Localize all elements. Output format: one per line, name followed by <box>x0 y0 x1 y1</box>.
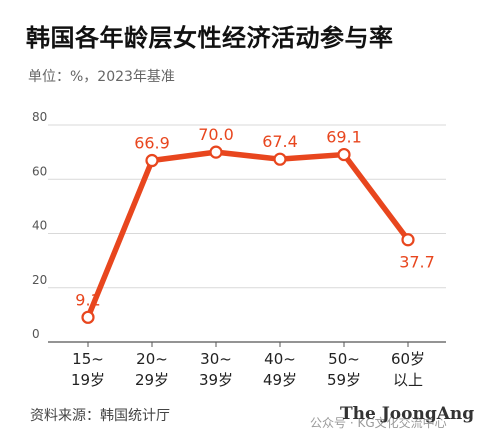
y-tick-label: 0 <box>32 327 40 341</box>
data-point <box>209 145 223 159</box>
data-label: 37.7 <box>399 253 435 272</box>
chart-title: 韩国各年龄层女性经济活动参与率 <box>26 24 394 52</box>
y-axis-ticks: 0 20 40 60 80 <box>32 110 47 341</box>
data-label: 70.0 <box>198 125 234 144</box>
data-label: 69.1 <box>326 128 362 147</box>
x-tick-label: 30~ <box>200 350 232 368</box>
x-tick-label: 20~ <box>136 350 168 368</box>
x-tick-label: 以上 <box>393 371 423 389</box>
data-label: 67.4 <box>262 132 298 151</box>
x-tick-label: 59岁 <box>327 371 361 389</box>
y-tick-label: 60 <box>32 164 47 178</box>
x-tick-label: 29岁 <box>135 371 169 389</box>
data-point <box>81 310 95 324</box>
x-tick-label: 49岁 <box>263 371 297 389</box>
data-point <box>145 153 159 168</box>
data-point <box>273 152 287 166</box>
source-note: 资料来源：韩国统计厅 <box>30 408 170 424</box>
chart-subtitle: 单位：%，2023年基准 <box>28 69 175 85</box>
x-tick-label: 39岁 <box>199 371 233 389</box>
series-line <box>85 149 411 321</box>
data-label: 9.1 <box>75 290 100 309</box>
data-label: 66.9 <box>134 134 170 153</box>
x-tick-label: 15~ <box>72 350 104 368</box>
y-tick-label: 20 <box>32 273 47 287</box>
data-points <box>81 145 415 324</box>
y-tick-label: 80 <box>32 110 47 124</box>
data-point <box>337 147 351 162</box>
brand-logo-text: The JoongAng <box>340 404 475 424</box>
x-tick-label: 50~ <box>328 350 360 368</box>
watermark: 公众号 · KG文化交流中心 <box>310 416 447 430</box>
y-tick-label: 40 <box>32 219 47 233</box>
data-labels: 9.1 66.9 70.0 67.4 69.1 37.7 <box>75 125 435 309</box>
x-tick-label: 60岁 <box>391 350 425 368</box>
grid-layer <box>48 124 446 343</box>
data-point <box>401 233 415 247</box>
x-tick-label: 19岁 <box>71 371 105 389</box>
x-tick-label: 40~ <box>264 350 296 368</box>
series-line-layer <box>85 149 411 321</box>
